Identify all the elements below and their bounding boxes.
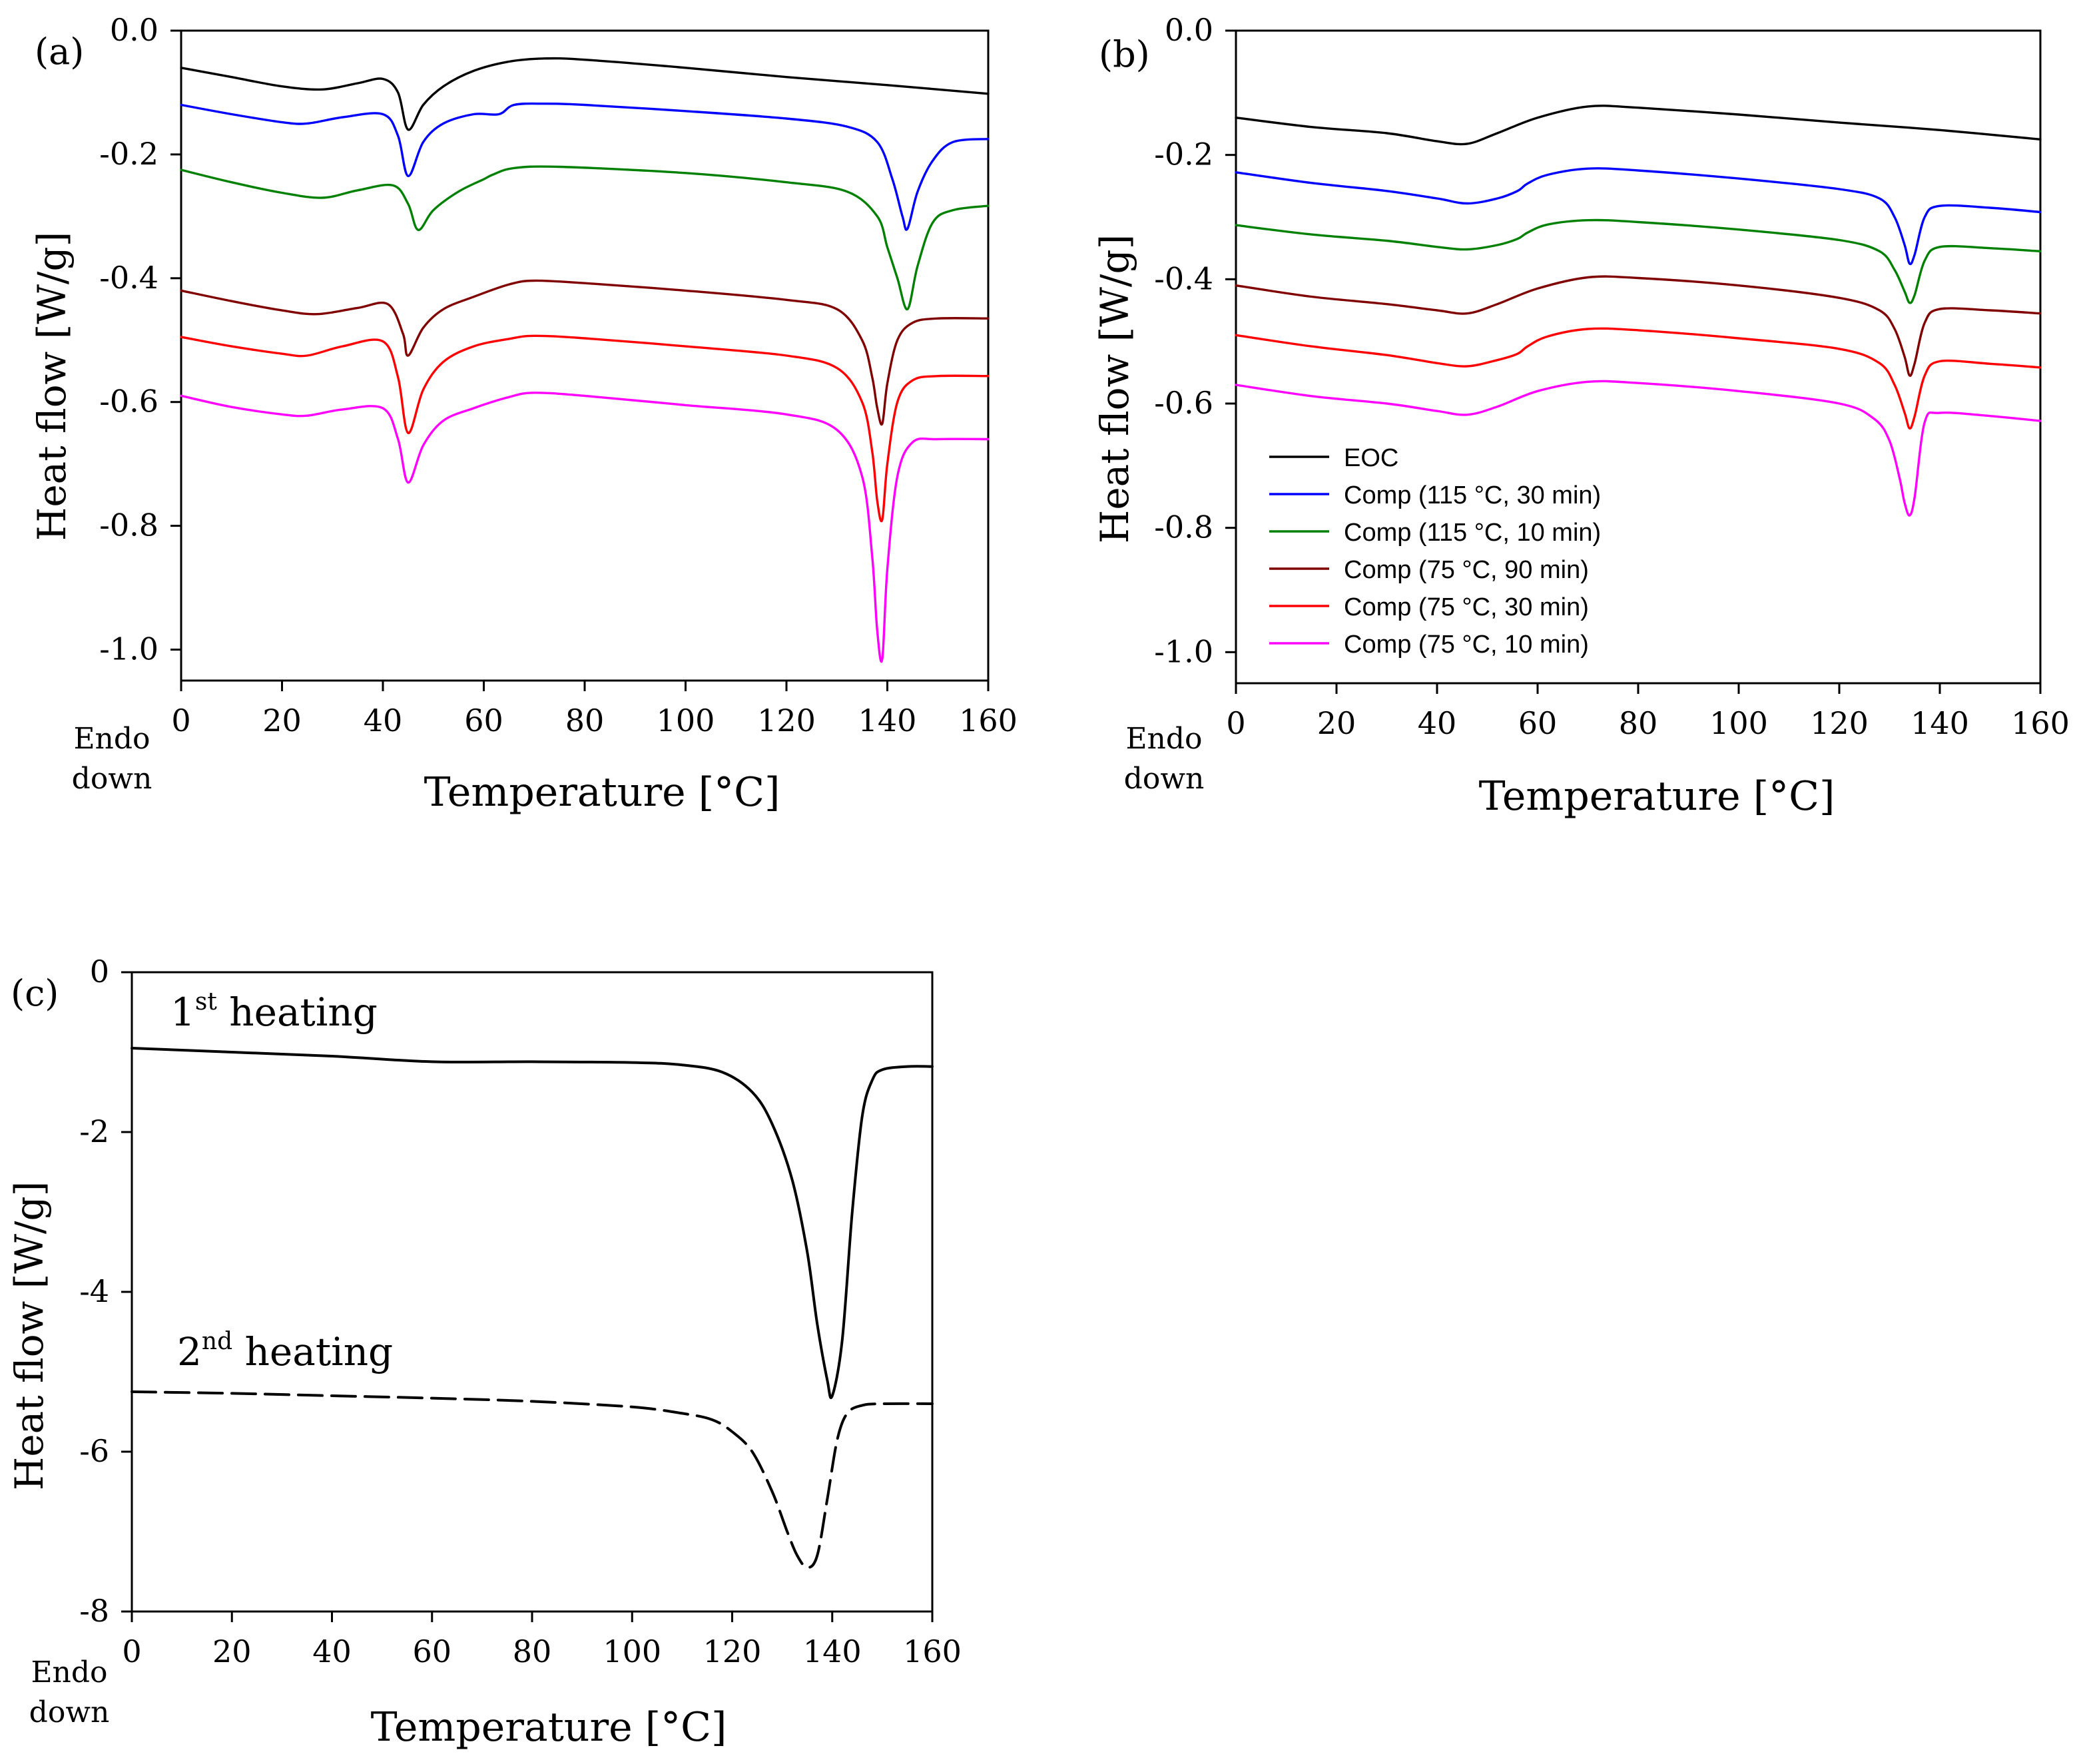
x-tick-label: 80	[1619, 705, 1658, 741]
endo-down-label: down	[1124, 762, 1205, 796]
y-tick-label: 0	[90, 954, 109, 990]
x-axis-title: Temperature [°C]	[371, 1704, 727, 1751]
endo-down-label: Endo	[73, 722, 150, 756]
x-tick-label: 0	[171, 703, 190, 738]
series-line	[1235, 275, 2042, 377]
x-tick-label: 120	[703, 1633, 762, 1669]
chart-b: 0 20 40 60 80 100 120 140 160 0.0 -0.2 -0.4 -0.6 -0.8…	[1092, 12, 2070, 820]
panel-label: (c)	[11, 972, 59, 1014]
y-tick-label: 0.0	[110, 12, 158, 48]
series-line	[1235, 380, 2042, 517]
endo-down-label: Endo	[1125, 722, 1202, 756]
y-axis-title: Heat flow [W/g]	[1092, 234, 1137, 543]
y-axis-title: Heat flow [W/g]	[29, 232, 75, 541]
x-tick-label: 40	[312, 1633, 352, 1669]
y-tick-label: -1.0	[99, 631, 158, 667]
x-tick-label: 100	[603, 1633, 661, 1669]
y-tick-label: -0.8	[99, 507, 158, 543]
chart-a: 0 20 40 60 80 100 120 140 160 0.0 -0.2 -0.4 -0.6 -0.8…	[29, 12, 1018, 816]
y-tick-label: 0.0	[1165, 12, 1213, 48]
y-tick-label: -1.0	[1154, 633, 1213, 669]
x-axis-title: Temperature [°C]	[1479, 773, 1835, 820]
x-tick-label: 20	[262, 703, 302, 738]
chart-c: 0 20 40 60 80 100 120 140 160 0 -2 -4 -6 -8 (c) Endo dow…	[7, 954, 962, 1751]
x-tick-label: 160	[903, 1633, 962, 1669]
x-tick-label: 100	[1709, 705, 1768, 741]
y-tick-label: -0.2	[99, 136, 158, 172]
y-axis-title: Heat flow [W/g]	[7, 1181, 52, 1490]
series-line	[1235, 105, 2042, 146]
x-tick-label: 140	[858, 703, 917, 738]
x-tick-label: 60	[412, 1633, 451, 1669]
x-tick-label: 60	[464, 703, 503, 738]
y-tick-label: -2	[79, 1113, 109, 1149]
y-tick-label: -4	[79, 1273, 109, 1309]
y-tick-label: -0.6	[99, 384, 158, 420]
series-line	[131, 1390, 934, 1569]
legend-label: Comp (75 °C, 10 min)	[1344, 631, 1589, 659]
x-tick-label: 40	[364, 703, 403, 738]
series-line	[1235, 167, 2042, 266]
y-tick-label: -0.8	[1154, 509, 1213, 545]
y-tick-label: -6	[79, 1433, 109, 1469]
x-tick-label: 20	[1317, 705, 1356, 741]
curve-annotation: 1st heating	[170, 988, 378, 1035]
x-tick-label: 20	[212, 1633, 252, 1669]
y-tick-label: -0.6	[1154, 385, 1213, 421]
series-line	[1235, 218, 2042, 304]
endo-down-label: down	[72, 762, 152, 796]
legend-label: Comp (75 °C, 30 min)	[1344, 593, 1589, 621]
x-tick-label: 160	[959, 703, 1018, 738]
x-tick-label: 140	[803, 1633, 862, 1669]
panel-label: (a)	[35, 31, 84, 73]
x-tick-label: 100	[657, 703, 715, 738]
series-line	[180, 334, 990, 523]
legend-label: Comp (115 °C, 10 min)	[1344, 519, 1601, 547]
panel-label: (b)	[1099, 33, 1150, 75]
series-line	[180, 57, 990, 131]
series-line	[180, 392, 990, 663]
x-tick-label: 120	[757, 703, 816, 738]
x-tick-label: 40	[1418, 705, 1457, 741]
x-tick-label: 120	[1810, 705, 1869, 741]
legend-label: EOC	[1344, 444, 1398, 472]
endo-down-label: down	[29, 1695, 110, 1729]
x-tick-label: 160	[2011, 705, 2070, 741]
x-axis-title: Temperature [°C]	[424, 769, 780, 816]
y-tick-label: -0.4	[1154, 260, 1213, 296]
y-tick-label: -8	[79, 1593, 109, 1629]
legend-label: Comp (75 °C, 90 min)	[1344, 556, 1589, 584]
x-tick-label: 0	[1226, 705, 1245, 741]
x-tick-label: 140	[1911, 705, 1969, 741]
x-tick-label: 80	[513, 1633, 552, 1669]
endo-down-label: Endo	[31, 1655, 107, 1689]
y-tick-label: -0.4	[99, 260, 158, 296]
x-tick-label: 60	[1518, 705, 1558, 741]
y-tick-label: -0.2	[1154, 137, 1213, 172]
x-tick-label: 0	[122, 1633, 141, 1669]
series-line	[131, 1047, 934, 1399]
series-line	[180, 279, 990, 426]
x-tick-label: 80	[565, 703, 605, 738]
legend-label: Comp (115 °C, 30 min)	[1344, 481, 1601, 509]
curve-annotation: 2nd heating	[177, 1328, 393, 1374]
series-line	[180, 102, 990, 231]
series-line	[180, 165, 990, 311]
series-line	[1235, 327, 2042, 430]
